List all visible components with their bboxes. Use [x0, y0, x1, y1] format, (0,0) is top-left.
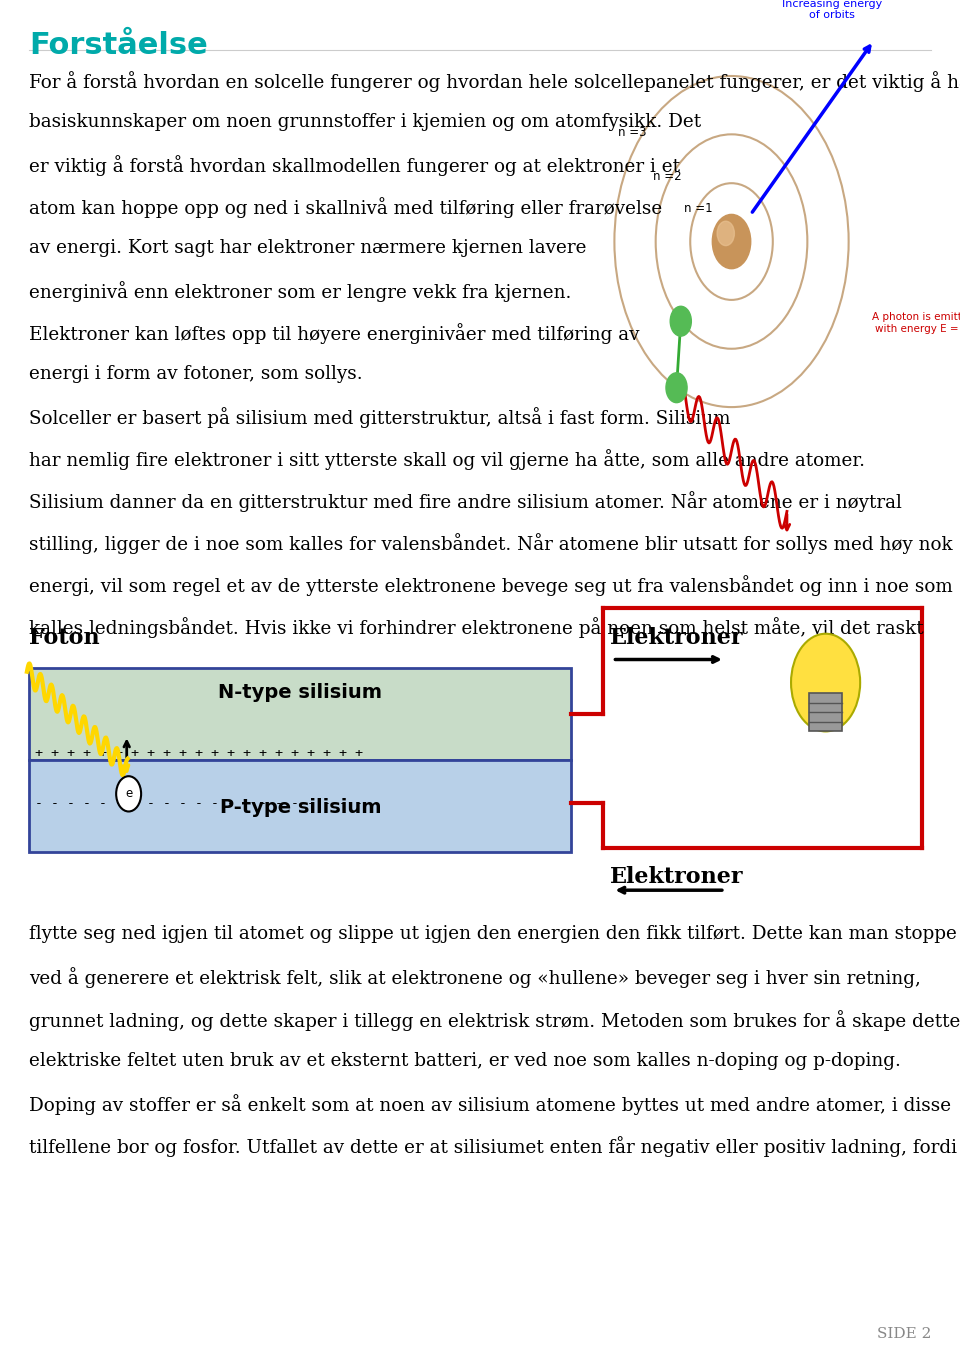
- Text: Foton: Foton: [29, 627, 100, 649]
- Text: basiskunnskaper om noen grunnstoffer i kjemien og om atomfysikk. Det: basiskunnskaper om noen grunnstoffer i k…: [29, 113, 701, 130]
- Bar: [809, 693, 842, 731]
- Text: energi i form av fotoner, som sollys.: energi i form av fotoner, som sollys.: [29, 365, 363, 383]
- Text: grunnet ladning, og dette skaper i tillegg en elektrisk strøm. Metoden som bruke: grunnet ladning, og dette skaper i tille…: [29, 1010, 960, 1030]
- Text: - - - - - - - - - - - - - - - - - - - - -: - - - - - - - - - - - - - - - - - - - - …: [35, 797, 363, 810]
- Text: e: e: [125, 787, 132, 801]
- Bar: [29, 668, 571, 760]
- Bar: [29, 760, 571, 852]
- Text: atom kan hoppe opp og ned i skallnivå med tilføring eller frarøvelse: atom kan hoppe opp og ned i skallnivå me…: [29, 197, 662, 217]
- Text: flytte seg ned igjen til atomet og slippe ut igjen den energien den fikk tilført: flytte seg ned igjen til atomet og slipp…: [29, 925, 957, 943]
- Text: energi, vil som regel et av de ytterste elektronene bevege seg ut fra valensbånd: energi, vil som regel et av de ytterste …: [29, 575, 952, 596]
- Text: Forståelse: Forståelse: [29, 31, 207, 60]
- Text: energinivå enn elektroner som er lengre vekk fra kjernen.: energinivå enn elektroner som er lengre …: [29, 281, 571, 301]
- Text: av energi. Kort sagt har elektroner nærmere kjernen lavere: av energi. Kort sagt har elektroner nærm…: [29, 239, 587, 256]
- Text: A photon is emitted
with energy E = hf: A photon is emitted with energy E = hf: [872, 312, 960, 334]
- Text: har nemlig fire elektroner i sitt ytterste skall og vil gjerne ha åtte, som alle: har nemlig fire elektroner i sitt ytters…: [29, 449, 865, 470]
- Text: kalles ledningsbåndet. Hvis ikke vi forhindrer elektronene på noen som helst måt: kalles ledningsbåndet. Hvis ikke vi forh…: [29, 617, 924, 638]
- Text: tilfellene bor og fosfor. Utfallet av dette er at silisiumet enten får negativ e: tilfellene bor og fosfor. Utfallet av de…: [29, 1136, 957, 1156]
- Text: ved å generere et elektrisk felt, slik at elektronene og «hullene» beveger seg i: ved å generere et elektrisk felt, slik a…: [29, 968, 921, 988]
- Text: SIDE 2: SIDE 2: [876, 1327, 931, 1341]
- Text: Elektroner kan løftes opp til høyere energinivåer med tilføring av: Elektroner kan løftes opp til høyere ene…: [29, 323, 639, 343]
- Circle shape: [666, 373, 687, 403]
- Text: elektriske feltet uten bruk av et eksternt batteri, er ved noe som kalles n-dopi: elektriske feltet uten bruk av et ekster…: [29, 1052, 900, 1069]
- Text: Solceller er basert på silisium med gitterstruktur, altså i fast form. Silisium: Solceller er basert på silisium med gitt…: [29, 407, 731, 427]
- Text: n =2: n =2: [653, 170, 682, 183]
- Text: + + + + + + + + + + + + + + + + + + + + +: + + + + + + + + + + + + + + + + + + + + …: [35, 746, 363, 760]
- Circle shape: [791, 634, 860, 731]
- Text: Silisium danner da en gitterstruktur med fire andre silisium atomer. Når atomene: Silisium danner da en gitterstruktur med…: [29, 491, 901, 512]
- Circle shape: [116, 776, 141, 811]
- Text: For å forstå hvordan en solcelle fungerer og hvordan hele solcellepanelet funger: For å forstå hvordan en solcelle fungere…: [29, 71, 960, 91]
- Text: Doping av stoffer er så enkelt som at noen av silisium atomene byttes ut med and: Doping av stoffer er så enkelt som at no…: [29, 1094, 951, 1114]
- Text: Elektroner: Elektroner: [610, 866, 743, 887]
- Text: Increasing energy
of orbits: Increasing energy of orbits: [782, 0, 882, 20]
- Text: n =1: n =1: [684, 202, 712, 216]
- Text: n =3: n =3: [618, 126, 647, 140]
- Text: er viktig å forstå hvordan skallmodellen fungerer og at elektroner i et: er viktig å forstå hvordan skallmodellen…: [29, 155, 680, 175]
- Circle shape: [712, 214, 751, 269]
- Text: N-type silisium: N-type silisium: [219, 683, 382, 702]
- Circle shape: [670, 307, 691, 337]
- Circle shape: [717, 221, 734, 246]
- Text: Elektroner: Elektroner: [610, 627, 743, 649]
- Text: stilling, ligger de i noe som kalles for valensbåndet. Når atomene blir utsatt f: stilling, ligger de i noe som kalles for…: [29, 533, 952, 554]
- Text: P-type silisium: P-type silisium: [220, 798, 381, 817]
